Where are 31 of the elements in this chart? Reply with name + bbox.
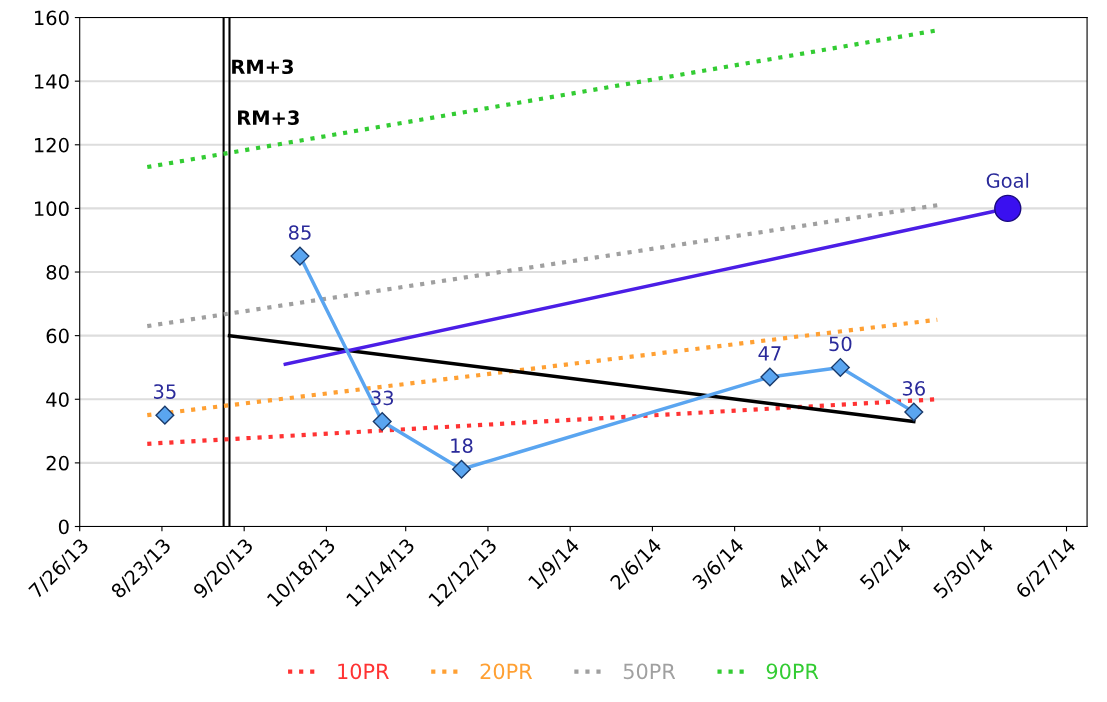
point <box>451 459 472 479</box>
point <box>760 367 780 387</box>
ref-line-label: RM+3 <box>238 110 299 125</box>
point <box>830 357 850 377</box>
ref-line-label: RM+3 <box>232 59 293 75</box>
legend-label: 10PR <box>338 663 389 680</box>
y-tick-label: 80 <box>46 264 69 280</box>
point <box>155 405 175 425</box>
y-tick-label: 100 <box>35 201 69 217</box>
point <box>994 194 1022 223</box>
data-label: 85 <box>288 225 311 240</box>
y-tick-label: 140 <box>35 74 69 89</box>
data-label: 35 <box>153 384 176 399</box>
legend-label: 20PR <box>480 663 533 680</box>
legend-label: 50PR <box>623 663 676 680</box>
y-tick-label: 40 <box>46 392 69 407</box>
point <box>372 411 392 432</box>
data-label: 47 <box>758 346 781 361</box>
y-tick-label: 20 <box>46 455 69 471</box>
y-tick-label: 60 <box>46 328 69 344</box>
y-tick-label: 0 <box>58 519 69 535</box>
data-label: 50 <box>829 336 852 352</box>
data-label: 18 <box>451 438 473 453</box>
point <box>904 402 924 422</box>
point <box>290 246 310 266</box>
annotation: Goal <box>986 172 1029 188</box>
y-tick-label: 160 <box>35 10 69 26</box>
legend-label: 90PR <box>766 663 819 680</box>
data-label: 36 <box>902 381 925 396</box>
data-label: 33 <box>371 390 394 406</box>
y-tick-label: 120 <box>35 137 69 153</box>
